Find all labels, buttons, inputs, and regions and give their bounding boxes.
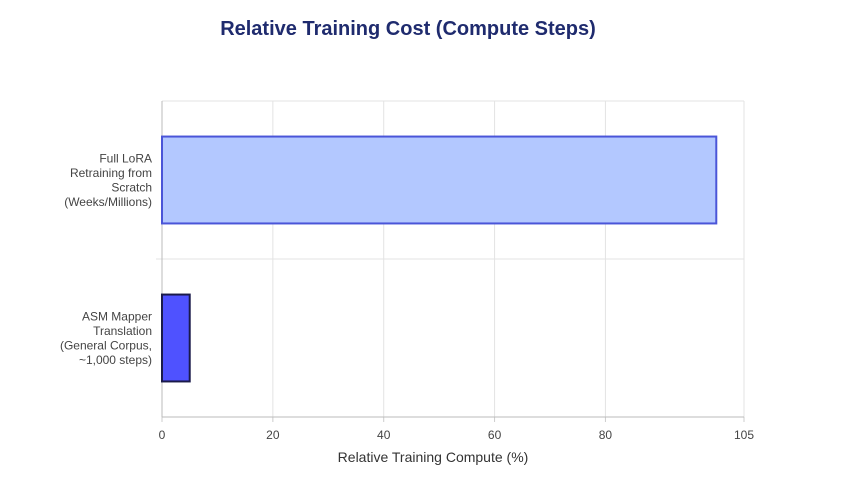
category-label: ASM Mapper Translation (General Corpus, ~1,… — [60, 309, 152, 367]
x-tick-label: 105 — [734, 428, 754, 442]
x-tick-label: 0 — [159, 428, 166, 442]
x-tick-label: 60 — [488, 428, 502, 442]
category-label-line: ASM Mapper — [82, 309, 152, 323]
x-tick-label: 20 — [266, 428, 280, 442]
category-label-line: Translation — [93, 324, 152, 338]
x-axis-title: Relative Training Compute (%) — [338, 449, 529, 465]
chart-title: Relative Training Cost (Compute Steps) — [220, 18, 596, 40]
bar — [161, 135, 718, 225]
x-tick-label: 40 — [377, 428, 391, 442]
category-label-line: (Weeks/Millions) — [64, 195, 152, 209]
category-label-line: Full LoRA — [99, 151, 152, 165]
category-label: Full LoRA Retraining from Scratch (Weeks/Mi… — [64, 151, 152, 209]
x-tick-label: 80 — [599, 428, 613, 442]
bar — [161, 293, 191, 383]
category-label-line: (General Corpus, — [60, 338, 152, 352]
category-label-line: ~1,000 steps) — [79, 353, 152, 367]
category-label-line: Scratch — [111, 180, 152, 194]
category-label-line: Retraining from — [70, 166, 152, 180]
